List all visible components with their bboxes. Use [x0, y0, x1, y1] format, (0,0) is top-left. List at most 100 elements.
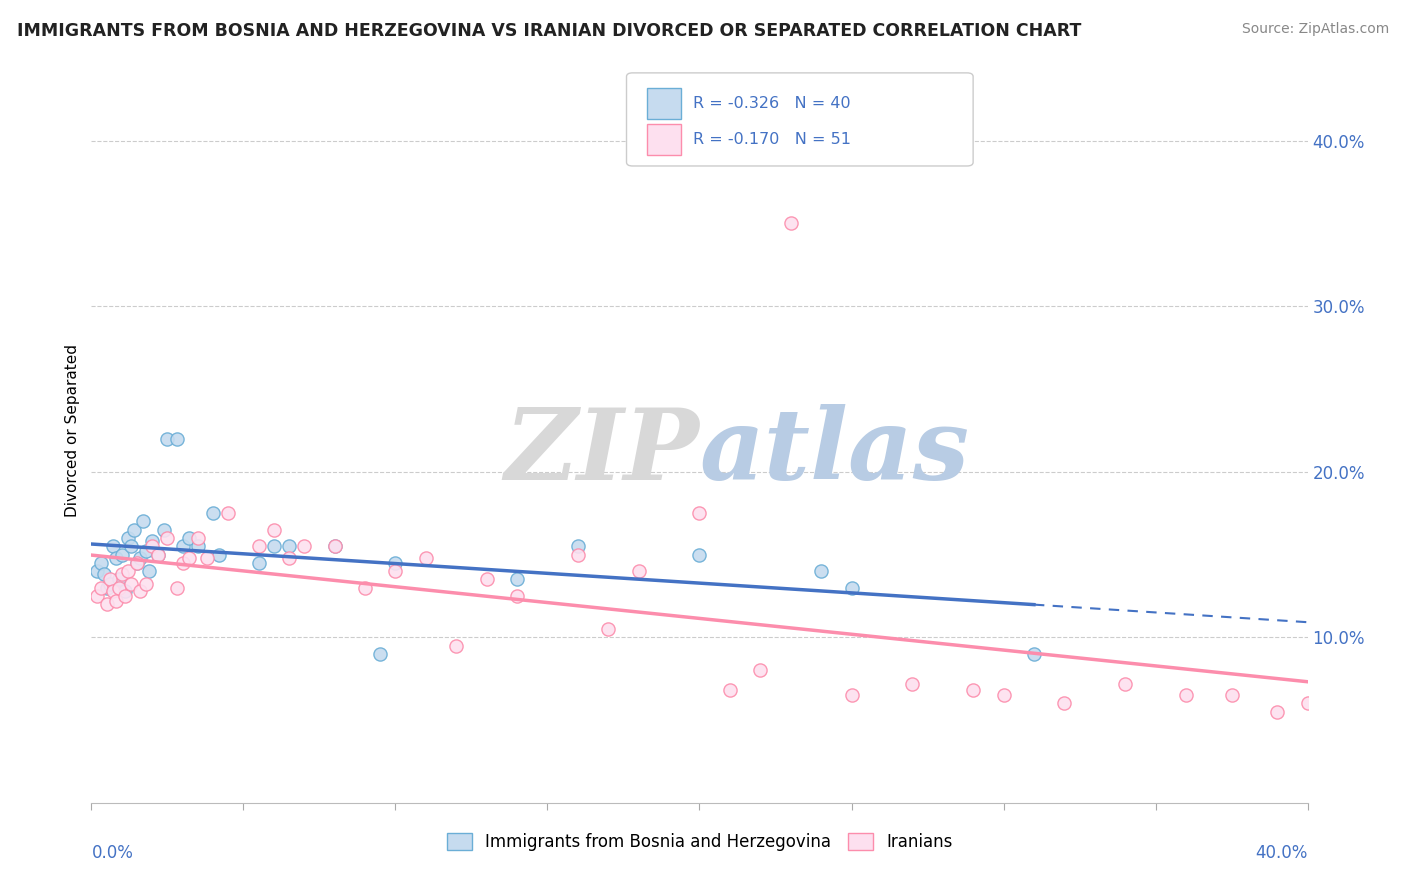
- Point: [506, 573, 529, 587]
- Bar: [647, 123, 682, 155]
- Point: [841, 688, 863, 702]
- Point: [86, 589, 108, 603]
- Point: [444, 639, 467, 653]
- Text: atlas: atlas: [699, 404, 970, 501]
- Text: 0.0%: 0.0%: [91, 844, 134, 862]
- Point: [98, 577, 121, 591]
- Point: [1265, 705, 1288, 719]
- Point: [132, 515, 155, 529]
- Point: [323, 539, 346, 553]
- Text: 40.0%: 40.0%: [1256, 844, 1308, 862]
- Point: [120, 539, 142, 553]
- Point: [177, 531, 200, 545]
- Point: [148, 548, 170, 562]
- Point: [156, 432, 179, 446]
- Point: [107, 581, 129, 595]
- Point: [841, 581, 863, 595]
- Point: [135, 577, 157, 591]
- Point: [292, 539, 315, 553]
- Point: [263, 523, 285, 537]
- Point: [129, 550, 152, 565]
- Point: [104, 594, 127, 608]
- Point: [718, 683, 741, 698]
- Point: [247, 539, 270, 553]
- Point: [125, 556, 148, 570]
- Point: [779, 217, 801, 231]
- Point: [96, 581, 118, 595]
- Point: [166, 432, 188, 446]
- Text: R = -0.326   N = 40: R = -0.326 N = 40: [693, 96, 851, 111]
- Text: ZIP: ZIP: [505, 404, 699, 501]
- Point: [111, 567, 134, 582]
- Point: [1022, 647, 1045, 661]
- Text: R = -0.170   N = 51: R = -0.170 N = 51: [693, 132, 852, 146]
- Point: [101, 539, 124, 553]
- Point: [688, 506, 710, 520]
- Point: [138, 564, 160, 578]
- Point: [172, 539, 194, 553]
- Point: [117, 531, 139, 545]
- Point: [129, 583, 152, 598]
- Point: [688, 548, 710, 562]
- Point: [98, 573, 121, 587]
- Point: [101, 583, 124, 598]
- Point: [247, 556, 270, 570]
- Point: [187, 539, 209, 553]
- Point: [368, 647, 391, 661]
- Point: [148, 548, 170, 562]
- Point: [166, 581, 188, 595]
- Point: [177, 550, 200, 565]
- Point: [217, 506, 239, 520]
- Point: [122, 523, 145, 537]
- Point: [567, 548, 589, 562]
- Point: [153, 523, 176, 537]
- Point: [114, 589, 136, 603]
- Point: [323, 539, 346, 553]
- Point: [208, 548, 231, 562]
- Point: [202, 506, 225, 520]
- Point: [104, 550, 127, 565]
- Point: [111, 548, 134, 562]
- Point: [1296, 697, 1319, 711]
- Point: [901, 676, 924, 690]
- Point: [278, 539, 301, 553]
- Point: [962, 683, 984, 698]
- Point: [1174, 688, 1197, 702]
- Point: [120, 577, 142, 591]
- Point: [107, 573, 129, 587]
- Y-axis label: Divorced or Separated: Divorced or Separated: [65, 344, 80, 516]
- Point: [93, 567, 115, 582]
- Point: [89, 581, 111, 595]
- Point: [278, 550, 301, 565]
- Point: [96, 597, 118, 611]
- Point: [384, 556, 406, 570]
- Bar: [647, 87, 682, 119]
- Point: [354, 581, 377, 595]
- Point: [567, 539, 589, 553]
- Point: [135, 544, 157, 558]
- Point: [114, 583, 136, 598]
- Point: [1053, 697, 1076, 711]
- Point: [415, 550, 437, 565]
- Point: [156, 531, 179, 545]
- Point: [89, 556, 111, 570]
- Point: [141, 534, 163, 549]
- Point: [993, 688, 1015, 702]
- FancyBboxPatch shape: [627, 73, 973, 166]
- Point: [195, 550, 218, 565]
- Point: [384, 564, 406, 578]
- Point: [598, 622, 620, 636]
- Point: [117, 564, 139, 578]
- Point: [749, 664, 772, 678]
- Point: [141, 539, 163, 553]
- Text: IMMIGRANTS FROM BOSNIA AND HERZEGOVINA VS IRANIAN DIVORCED OR SEPARATED CORRELAT: IMMIGRANTS FROM BOSNIA AND HERZEGOVINA V…: [17, 22, 1081, 40]
- Text: Source: ZipAtlas.com: Source: ZipAtlas.com: [1241, 22, 1389, 37]
- Point: [810, 564, 832, 578]
- Point: [86, 564, 108, 578]
- Point: [1114, 676, 1136, 690]
- Point: [475, 573, 498, 587]
- Point: [1220, 688, 1243, 702]
- Point: [187, 531, 209, 545]
- Point: [125, 556, 148, 570]
- Legend: Immigrants from Bosnia and Herzegovina, Iranians: Immigrants from Bosnia and Herzegovina, …: [440, 826, 959, 858]
